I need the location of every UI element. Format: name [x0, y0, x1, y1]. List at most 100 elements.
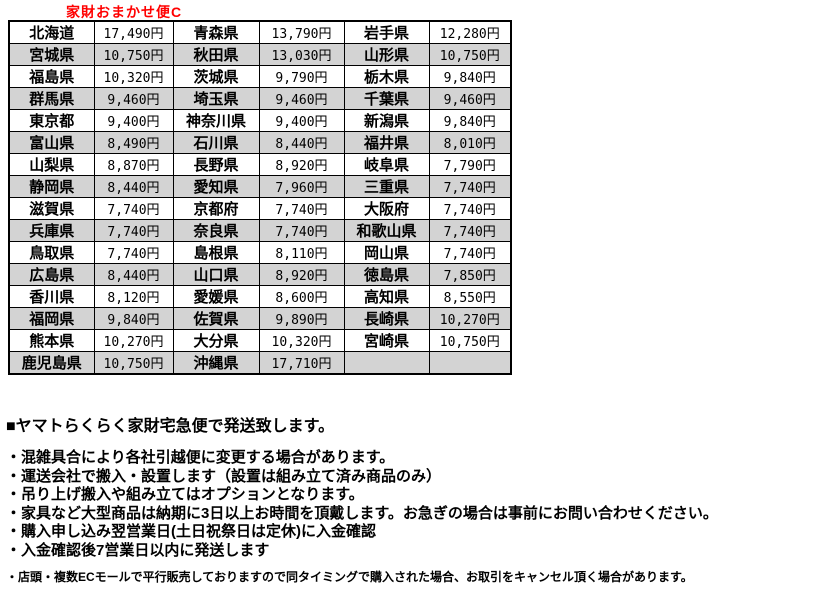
notes-heading: ■ヤマトらくらく家財宅急便で発送致します。 [6, 418, 335, 435]
prefecture-cell: 和歌山県 [343, 219, 430, 242]
table-row: 鳥取県 7,740円 島根県 8,110円 岡山県 7,740円 [8, 241, 512, 264]
prefecture-cell: 奈良県 [172, 219, 260, 242]
price-cell: 8,920円 [258, 153, 345, 176]
table-row: 静岡県 8,440円 愛知県 7,960円 三重県 7,740円 [8, 175, 512, 198]
price-cell: 13,030円 [258, 43, 345, 66]
prefecture-cell: 愛知県 [172, 175, 260, 198]
price-cell: 9,460円 [93, 87, 174, 110]
price-cell: 7,740円 [258, 197, 345, 220]
price-cell: 8,440円 [93, 263, 174, 286]
prefecture-cell [343, 351, 430, 375]
table-row: 東京都 9,400円 神奈川県 9,400円 新潟県 9,840円 [8, 109, 512, 132]
prefecture-cell: 岐阜県 [343, 153, 430, 176]
note-line: ・吊り上げ搬入や組み立てはオプションとなります。 [6, 486, 364, 503]
price-cell: 9,460円 [428, 87, 512, 110]
prefecture-cell: 三重県 [343, 175, 430, 198]
prefecture-cell: 徳島県 [343, 263, 430, 286]
note-line: ・購入申し込み翌営業日(土日祝祭日は定休)に入金確認 [6, 523, 376, 540]
price-cell: 9,460円 [258, 87, 345, 110]
price-cell: 8,600円 [258, 285, 345, 308]
table-row: 群馬県 9,460円 埼玉県 9,460円 千葉県 9,460円 [8, 87, 512, 110]
price-cell: 9,400円 [258, 109, 345, 132]
prefecture-cell: 神奈川県 [172, 109, 260, 132]
price-cell: 8,440円 [93, 175, 174, 198]
price-cell: 7,740円 [428, 241, 512, 264]
table-row: 兵庫県 7,740円 奈良県 7,740円 和歌山県 7,740円 [8, 219, 512, 242]
table-row: 熊本県 10,270円 大分県 10,320円 宮崎県 10,750円 [8, 329, 512, 352]
prefecture-cell: 鳥取県 [8, 241, 95, 264]
price-cell: 10,270円 [93, 329, 174, 352]
price-cell: 9,840円 [428, 65, 512, 88]
prefecture-cell: 群馬県 [8, 87, 95, 110]
shipping-price-table: 北海道 17,490円 青森県 13,790円 岩手県 12,280円 宮城県 10,750円… [8, 20, 512, 375]
price-cell: 9,400円 [93, 109, 174, 132]
prefecture-cell: 滋賀県 [8, 197, 95, 220]
price-cell: 7,850円 [428, 263, 512, 286]
price-cell: 7,740円 [93, 241, 174, 264]
prefecture-cell: 青森県 [172, 20, 260, 44]
price-cell: 8,870円 [93, 153, 174, 176]
prefecture-cell: 大分県 [172, 329, 260, 352]
price-cell: 9,840円 [93, 307, 174, 330]
prefecture-cell: 高知県 [343, 285, 430, 308]
table-row: 富山県 8,490円 石川県 8,440円 福井県 8,010円 [8, 131, 512, 154]
prefecture-cell: 石川県 [172, 131, 260, 154]
price-cell: 8,110円 [258, 241, 345, 264]
price-cell: 10,320円 [93, 65, 174, 88]
prefecture-cell: 大阪府 [343, 197, 430, 220]
price-cell: 9,840円 [428, 109, 512, 132]
page-title: 家財おまかせ便C [66, 4, 183, 20]
table-row: 山梨県 8,870円 長野県 8,920円 岐阜県 7,790円 [8, 153, 512, 176]
shipping-notes: ■ヤマトらくらく家財宅急便で発送致します。 ・混雑具合により各社引越便に変更する… [6, 412, 818, 585]
price-cell: 17,710円 [258, 351, 345, 375]
prefecture-cell: 長崎県 [343, 307, 430, 330]
table-row: 福島県 10,320円 茨城県 9,790円 栃木県 9,840円 [8, 65, 512, 88]
prefecture-cell: 埼玉県 [172, 87, 260, 110]
price-cell: 17,490円 [93, 20, 174, 44]
prefecture-cell: 佐賀県 [172, 307, 260, 330]
price-cell: 7,740円 [428, 219, 512, 242]
table-row: 香川県 8,120円 愛媛県 8,600円 高知県 8,550円 [8, 285, 512, 308]
price-cell: 10,750円 [428, 43, 512, 66]
table-row: 滋賀県 7,740円 京都府 7,740円 大阪府 7,740円 [8, 197, 512, 220]
price-cell: 9,890円 [258, 307, 345, 330]
prefecture-cell: 福井県 [343, 131, 430, 154]
price-cell: 8,440円 [258, 131, 345, 154]
prefecture-cell: 茨城県 [172, 65, 260, 88]
price-cell: 8,920円 [258, 263, 345, 286]
price-cell: 10,750円 [93, 351, 174, 375]
prefecture-cell: 福島県 [8, 65, 95, 88]
prefecture-cell: 沖縄県 [172, 351, 260, 375]
prefecture-cell: 宮城県 [8, 43, 95, 66]
price-cell: 7,740円 [428, 175, 512, 198]
price-cell: 8,010円 [428, 131, 512, 154]
price-cell: 10,750円 [428, 329, 512, 352]
table-row: 福岡県 9,840円 佐賀県 9,890円 長崎県 10,270円 [8, 307, 512, 330]
prefecture-cell: 東京都 [8, 109, 95, 132]
price-cell: 8,550円 [428, 285, 512, 308]
prefecture-cell: 熊本県 [8, 329, 95, 352]
prefecture-cell: 宮崎県 [343, 329, 430, 352]
price-cell: 7,740円 [93, 197, 174, 220]
prefecture-cell: 兵庫県 [8, 219, 95, 242]
price-cell: 7,790円 [428, 153, 512, 176]
prefecture-cell: 新潟県 [343, 109, 430, 132]
prefecture-cell: 岩手県 [343, 20, 430, 44]
prefecture-cell: 山形県 [343, 43, 430, 66]
price-table-body: 北海道 17,490円 青森県 13,790円 岩手県 12,280円 宮城県 10,750円… [8, 20, 512, 375]
prefecture-cell: 島根県 [172, 241, 260, 264]
price-cell: 8,490円 [93, 131, 174, 154]
price-cell: 7,960円 [258, 175, 345, 198]
table-row: 北海道 17,490円 青森県 13,790円 岩手県 12,280円 [8, 20, 512, 44]
table-row: 広島県 8,440円 山口県 8,920円 徳島県 7,850円 [8, 263, 512, 286]
prefecture-cell: 福岡県 [8, 307, 95, 330]
price-cell [428, 351, 512, 375]
note-line: ・混雑具合により各社引越便に変更する場合があります。 [6, 449, 395, 466]
price-cell: 8,120円 [93, 285, 174, 308]
small-note: ・店頭・複数ECモールで平行販売しておりますので同タイミングで購入された場合、お… [6, 570, 693, 584]
note-line: ・家具など大型商品は納期に3日以上お時間を頂戴します。お急ぎの場合は事前にお問い… [6, 504, 718, 522]
prefecture-cell: 富山県 [8, 131, 95, 154]
prefecture-cell: 長野県 [172, 153, 260, 176]
price-cell: 7,740円 [93, 219, 174, 242]
